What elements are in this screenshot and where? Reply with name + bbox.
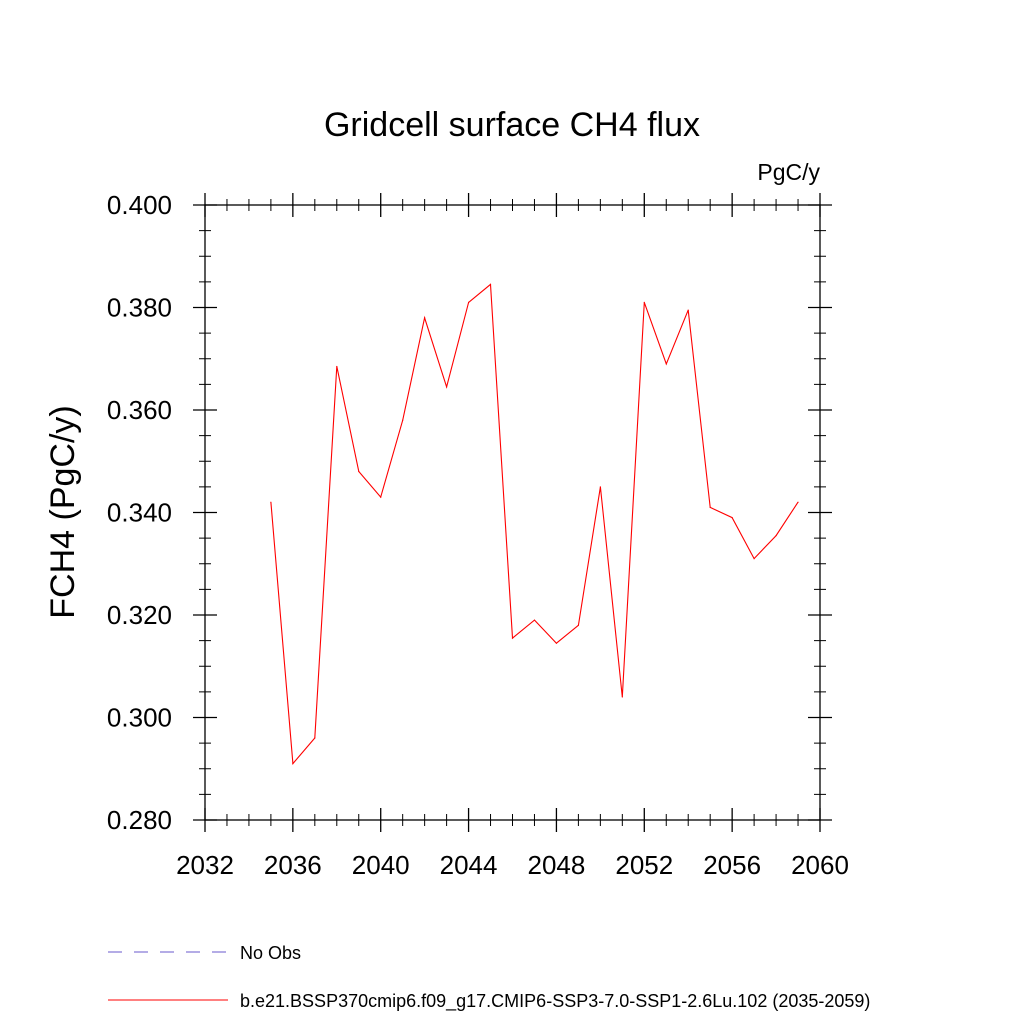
data-point [665, 363, 667, 365]
legend-label: No Obs [240, 943, 301, 963]
units-label: PgC/y [757, 159, 820, 185]
data-point [336, 365, 338, 368]
data-point [446, 386, 448, 388]
data-point [577, 624, 579, 626]
y-tick-label: 0.320 [107, 600, 172, 630]
y-axis-title: FCH4 (PgC/y) [44, 405, 82, 618]
y-tick-label: 0.400 [107, 190, 172, 220]
data-point [467, 301, 470, 303]
chart-title: Gridcell surface CH4 flux [324, 106, 700, 144]
x-tick-label: 2044 [440, 850, 498, 880]
data-point [643, 301, 645, 303]
data-point [753, 558, 755, 560]
plot-area [270, 283, 799, 765]
data-point [775, 534, 777, 537]
data-point [621, 696, 623, 698]
data-point [270, 501, 272, 503]
data-point [555, 642, 558, 644]
y-tick-label: 0.280 [107, 805, 172, 835]
data-point [599, 486, 601, 488]
legend: No Obs b.e21.BSSP370cmip6.f09_g17.CMIP6-S… [108, 943, 870, 1012]
x-tick-label: 2060 [791, 850, 849, 880]
data-point [358, 470, 360, 473]
data-point [489, 283, 492, 286]
y-tick-label: 0.380 [107, 293, 172, 323]
x-tick-label: 2056 [703, 850, 761, 880]
data-point [687, 309, 689, 311]
data-point [533, 619, 536, 621]
x-tick-label: 2040 [352, 850, 410, 880]
series-line [270, 283, 799, 765]
data-point [511, 637, 514, 639]
y-tick-label: 0.300 [107, 703, 172, 733]
legend-label: b.e21.BSSP370cmip6.f09_g17.CMIP6-SSP3-7.… [240, 991, 870, 1012]
data-point [380, 496, 382, 498]
y-tick-label: 0.360 [107, 395, 172, 425]
x-tick-label: 2048 [528, 850, 586, 880]
data-point [424, 317, 426, 319]
data-point [797, 501, 799, 503]
data-point [292, 763, 294, 765]
data-point [709, 506, 711, 508]
data-point [731, 517, 733, 519]
x-axis: 2032 2036 2040 2044 2048 2052 2056 2060 [176, 193, 849, 880]
data-point [314, 737, 316, 739]
x-tick-label: 2052 [615, 850, 673, 880]
y-tick-label: 0.340 [107, 498, 172, 528]
data-point [402, 419, 404, 421]
plot-frame [204, 204, 821, 821]
x-tick-label: 2036 [264, 850, 322, 880]
x-tick-label: 2032 [176, 850, 234, 880]
y-axis: 0.280 0.300 0.320 0.340 0.360 0.380 0.400 [107, 190, 832, 835]
